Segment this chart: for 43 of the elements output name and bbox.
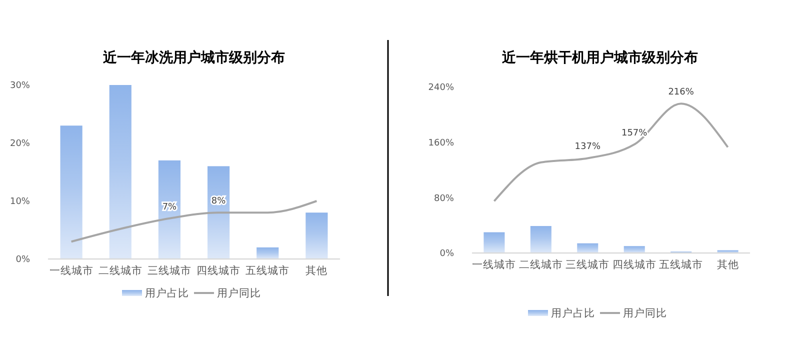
y-tick-label: 160% — [428, 138, 454, 148]
y-tick-label: 10% — [10, 197, 30, 208]
x-tick-label: 其他 — [306, 264, 328, 277]
x-tick-label: 四线城市 — [612, 258, 656, 271]
bar — [207, 166, 230, 259]
bar — [256, 247, 279, 259]
bar — [306, 212, 328, 259]
y-tick-label: 30% — [10, 81, 30, 92]
data-label: 137% — [574, 142, 601, 152]
x-tick-label: 五线城市 — [246, 264, 290, 277]
y-tick-label: 0% — [16, 255, 30, 266]
data-label: 157% — [621, 128, 648, 138]
x-tick-label: 三线城市 — [566, 258, 610, 271]
y-tick-label: 240% — [428, 83, 454, 94]
line-series — [493, 102, 729, 202]
legend-label: 用户占比 — [145, 286, 189, 300]
bar — [109, 85, 132, 259]
chart-title: 近一年冰洗用户城市级别分布 — [102, 49, 285, 66]
y-tick-label: 80% — [434, 194, 454, 204]
x-tick-label: 一线城市 — [49, 264, 94, 277]
legend-label: 用户同比 — [623, 306, 667, 320]
bar — [717, 250, 738, 253]
y-tick-label: 0% — [440, 249, 454, 260]
y-tick-label: 20% — [10, 139, 30, 150]
bar — [624, 246, 645, 253]
x-tick-label: 二线城市 — [518, 258, 563, 271]
bar — [158, 160, 181, 259]
data-label: 8% — [211, 196, 226, 207]
legend-label: 用户同比 — [217, 286, 261, 300]
bar — [577, 243, 598, 253]
x-tick-label: 其他 — [716, 258, 739, 271]
x-tick-label: 五线城市 — [659, 258, 704, 271]
bar — [484, 232, 505, 253]
x-tick-label: 一线城市 — [472, 258, 516, 271]
bar — [530, 226, 552, 253]
data-label: 216% — [668, 88, 694, 98]
x-tick-label: 二线城市 — [98, 264, 142, 277]
legend-label: 用户占比 — [551, 306, 595, 320]
data-label: 7% — [162, 202, 178, 212]
chart-title: 近一年烘干机用户城市级别分布 — [501, 49, 698, 66]
x-tick-label: 四线城市 — [196, 264, 241, 277]
bar — [60, 126, 82, 259]
x-tick-label: 三线城市 — [147, 264, 192, 277]
